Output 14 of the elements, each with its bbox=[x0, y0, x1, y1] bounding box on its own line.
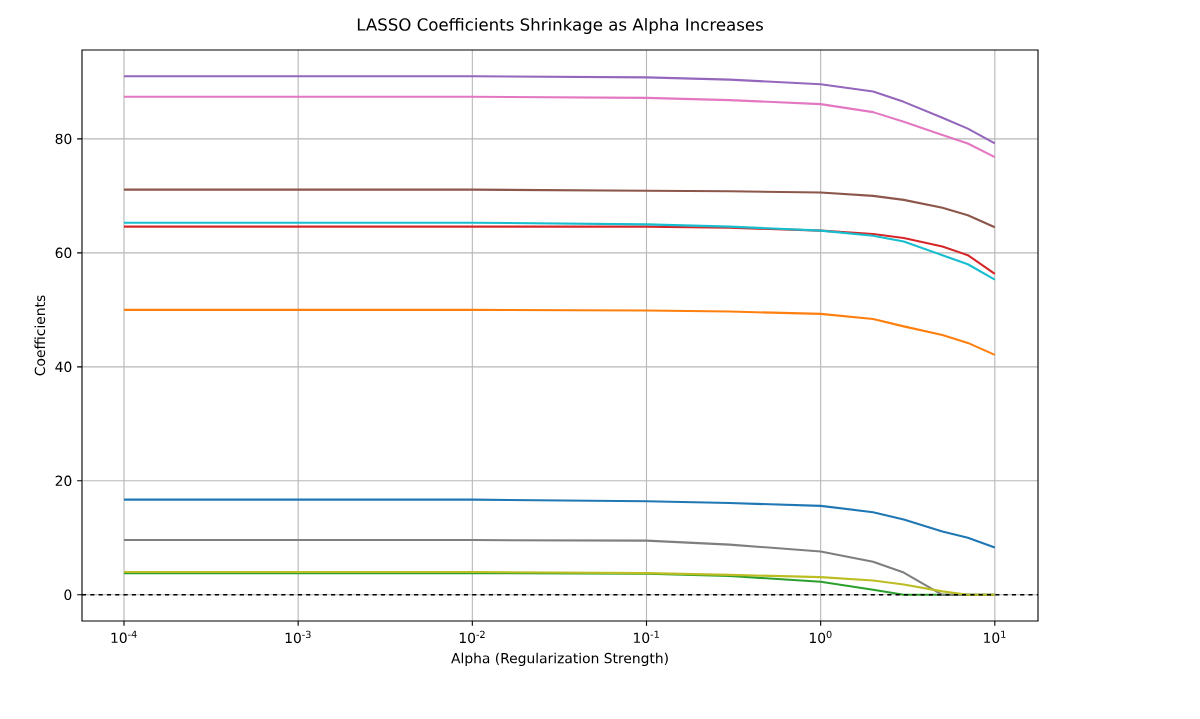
y-tick-label: 60 bbox=[55, 247, 72, 259]
x-tick-label: 10$^{-4}$ bbox=[111, 630, 137, 644]
y-tick-label: 40 bbox=[55, 361, 72, 373]
x-tick-label: 10$^{0}$ bbox=[809, 630, 832, 644]
y-tick-label: 0 bbox=[64, 589, 72, 601]
x-tick-label: 10$^{-3}$ bbox=[285, 630, 311, 644]
y-tick-label: 80 bbox=[55, 133, 72, 145]
x-tick-label: 10$^{1}$ bbox=[984, 630, 1006, 644]
chart-title: LASSO Coefficients Shrinkage as Alpha Increases bbox=[357, 17, 763, 35]
x-tick-label: 10$^{-2}$ bbox=[459, 630, 485, 644]
x-tick-label: 10$^{-1}$ bbox=[634, 630, 659, 644]
x-axis-title: Alpha (Regularization Strength) bbox=[451, 652, 668, 667]
y-axis-title: Coefficients bbox=[34, 295, 46, 376]
y-tick-label: 20 bbox=[55, 475, 72, 487]
